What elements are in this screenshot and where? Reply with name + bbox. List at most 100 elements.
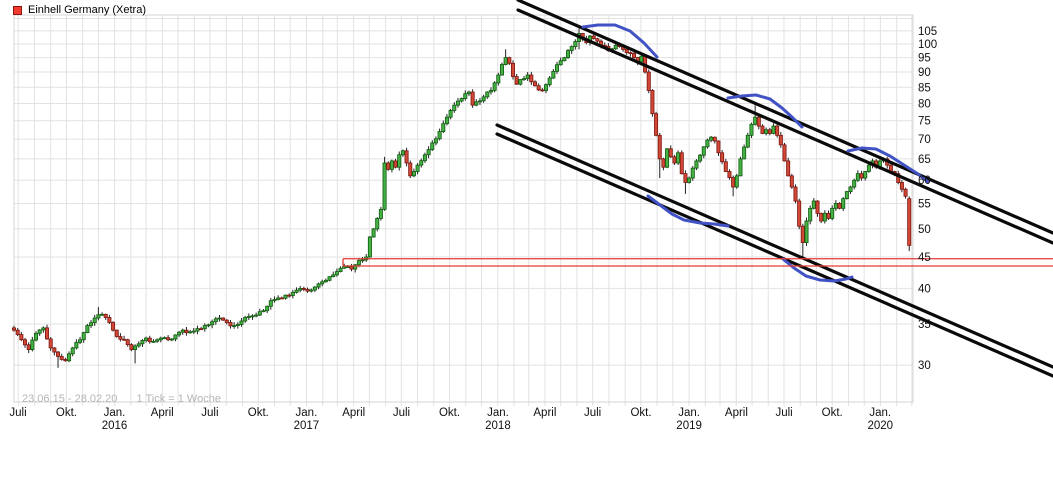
x-tick-label: Juli: [393, 407, 410, 419]
candle: [408, 162, 413, 177]
candle: [907, 198, 912, 246]
upper-resistance-channel[interactable]: [516, 8, 1053, 245]
candle: [760, 125, 765, 134]
candle: [298, 288, 303, 291]
x-tick-label: Okt.: [56, 407, 77, 419]
candle: [679, 152, 684, 175]
candle: [239, 320, 244, 325]
candle: [444, 116, 449, 125]
candle: [162, 337, 167, 340]
candle: [375, 218, 380, 230]
candle: [254, 314, 259, 317]
candle: [136, 343, 141, 347]
candle: [389, 160, 394, 170]
candle: [378, 208, 383, 219]
x-tick-label: Juli: [9, 407, 26, 419]
y-tick-label: 95: [918, 53, 931, 65]
y-tick-label: 55: [918, 198, 931, 210]
candle: [778, 134, 783, 146]
candle: [720, 152, 725, 163]
candle: [830, 207, 835, 219]
candle: [70, 347, 75, 355]
candle: [863, 171, 868, 179]
candle: [668, 148, 673, 158]
candle: [452, 104, 457, 111]
candle: [789, 175, 794, 188]
candle: [852, 179, 857, 188]
candle: [709, 136, 714, 141]
candle: [591, 35, 596, 40]
candle: [745, 134, 750, 148]
x-tick-label: Juli: [775, 407, 792, 419]
candle: [41, 327, 46, 331]
candle: [455, 100, 460, 106]
candle: [114, 329, 119, 337]
candle: [657, 134, 662, 160]
lower-resistance-channel[interactable]: [495, 123, 1053, 369]
candle: [397, 154, 402, 168]
lower-resistance-channel[interactable]: [495, 132, 1053, 378]
candle: [738, 158, 743, 177]
candle: [294, 289, 299, 293]
candle: [312, 286, 317, 291]
candle: [323, 279, 328, 283]
candle: [632, 53, 637, 58]
candle: [797, 200, 802, 227]
y-tick-label: 35: [918, 319, 931, 331]
candle: [793, 186, 798, 202]
y-tick-label: 100: [918, 39, 937, 51]
candle: [485, 91, 490, 98]
ma-segment: [581, 23, 659, 59]
chart-grid: [13, 14, 914, 406]
candle: [540, 89, 545, 92]
candle: [529, 74, 534, 83]
candle: [811, 200, 816, 209]
candle: [213, 318, 218, 323]
candle: [441, 123, 446, 132]
candle: [544, 84, 549, 91]
candle: [419, 160, 424, 166]
candle: [734, 175, 739, 188]
legend-label: Einhell Germany (Xetra): [28, 3, 146, 16]
candle: [232, 325, 237, 327]
support-levels-layer[interactable]: [342, 258, 1053, 267]
candle: [199, 328, 204, 331]
candle: [400, 150, 405, 156]
candle: [477, 100, 482, 103]
candle: [100, 313, 105, 316]
y-tick-label: 80: [918, 98, 931, 110]
candle: [848, 186, 853, 192]
candle: [654, 113, 659, 136]
candle: [551, 70, 556, 79]
candle: [474, 101, 479, 106]
candle: [470, 91, 475, 106]
candle: [433, 138, 438, 144]
candle: [683, 173, 688, 183]
candle: [81, 332, 86, 341]
period-label: 23.06.15 - 28.02.20: [22, 393, 118, 405]
candle: [727, 171, 732, 178]
candle: [841, 198, 846, 209]
trendlines-layer[interactable]: [495, 0, 1053, 378]
candle: [639, 55, 644, 63]
candle: [503, 57, 508, 65]
candle: [569, 46, 574, 51]
x-tick-label: Jan.: [487, 407, 509, 419]
candle: [386, 162, 391, 170]
candle: [426, 149, 431, 156]
y-tick-label: 60: [918, 175, 931, 187]
candle: [356, 260, 361, 266]
candle: [268, 300, 273, 307]
candle: [573, 41, 578, 48]
upper-resistance-channel[interactable]: [516, 0, 1053, 235]
candle: [815, 200, 820, 214]
candle: [155, 339, 160, 342]
candle: [499, 64, 504, 76]
candle: [488, 90, 493, 93]
candle: [15, 329, 20, 335]
x-tick-label: Okt.: [630, 407, 651, 419]
candle: [349, 266, 354, 270]
candle: [19, 334, 24, 341]
candle: [518, 79, 523, 85]
